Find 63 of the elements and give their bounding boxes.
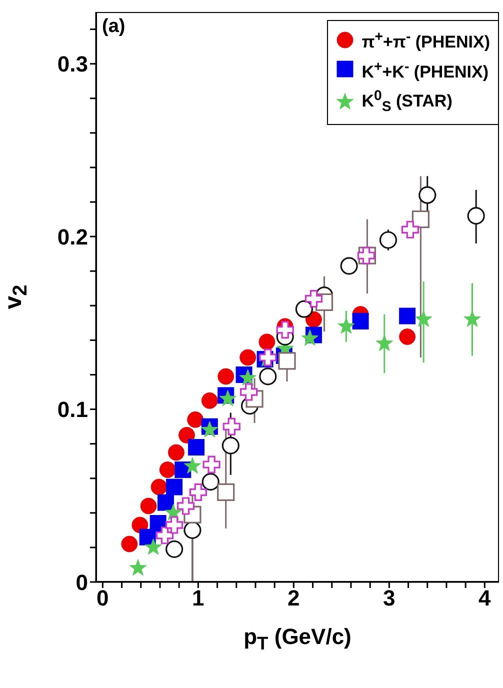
point: [184, 521, 202, 539]
point: [240, 383, 258, 401]
x-axis-title: p$_{T}$ (GeV/c): [242, 624, 352, 654]
point: [304, 290, 323, 308]
point: [218, 368, 234, 385]
point: [414, 310, 432, 327]
point: [129, 559, 147, 576]
point: [464, 310, 481, 327]
point: [399, 328, 416, 345]
point: [259, 368, 277, 386]
point: [295, 300, 313, 318]
point: [217, 483, 235, 501]
x-tick-label: 4: [478, 586, 492, 611]
point: [399, 308, 416, 324]
point: [338, 317, 355, 334]
x-tick-label: 0: [96, 586, 109, 611]
point: [168, 444, 184, 461]
point: [240, 349, 256, 366]
legend-label: K$^{+}$+K$^{-}$ (PHENIX): [362, 58, 489, 84]
point: [340, 257, 358, 275]
point: [150, 515, 166, 532]
point: [187, 411, 204, 428]
legend-label: π$^{+}$+π$^{-}$ (PHENIX): [362, 28, 490, 54]
y-tick-label: 0.2: [57, 224, 88, 250]
point: [189, 483, 207, 501]
point: [222, 436, 240, 454]
annotation: (a): [102, 16, 126, 38]
point: [222, 418, 240, 436]
point: [276, 321, 294, 339]
point: [166, 478, 183, 496]
y-tick-label: 0: [76, 570, 88, 595]
point: [140, 498, 157, 514]
point: [144, 538, 162, 555]
x-tick-label: 1: [192, 586, 204, 611]
point: [156, 526, 174, 544]
point: [159, 461, 176, 478]
point: [178, 426, 195, 444]
point: [376, 334, 394, 352]
point: [379, 231, 398, 249]
point: [278, 352, 296, 370]
y-tick-label: 0.3: [57, 52, 88, 77]
point: [467, 207, 485, 225]
point: [121, 536, 138, 552]
point: [301, 329, 319, 346]
point: [401, 220, 419, 238]
x-tick-label: 2: [288, 586, 300, 611]
point: [201, 392, 218, 409]
point: [202, 456, 220, 474]
point: [202, 473, 220, 491]
x-tick-label: 3: [383, 586, 396, 611]
point: [188, 439, 205, 456]
point: [352, 312, 369, 330]
point: [239, 369, 256, 386]
legend-label: K$^{0}$$_{S}$ (STAR): [362, 87, 452, 118]
y-tick-label: 0.1: [57, 397, 88, 422]
point: [166, 540, 184, 558]
point: [166, 516, 184, 534]
point: [157, 494, 174, 511]
point: [184, 457, 202, 474]
point: [176, 497, 195, 515]
point: [418, 186, 436, 204]
point: [258, 334, 276, 350]
point: [150, 478, 168, 496]
